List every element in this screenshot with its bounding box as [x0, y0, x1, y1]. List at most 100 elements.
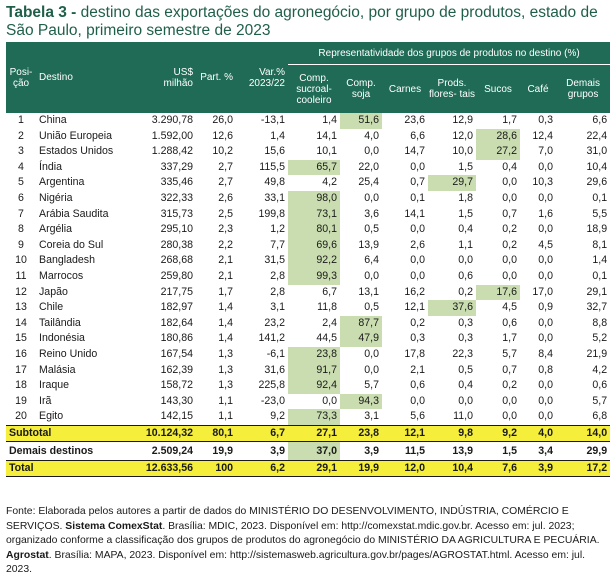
row-var: 49,8	[264, 176, 285, 189]
row-product-value: 13,9	[358, 238, 379, 251]
total-product-value: 7,6	[476, 459, 520, 477]
row-position: 12	[15, 285, 27, 298]
table-row: 14 Tailândia 182,64 1,4 23,2 2,4 87,7 0,2 0,3 0,6…	[6, 315, 610, 332]
row-product-value: 0,0	[502, 176, 517, 189]
demais-product-value: 3,4	[538, 444, 553, 457]
row-product-value: 29,7	[428, 175, 476, 191]
row-product-value: 73,3	[288, 409, 340, 426]
row-product-value: 29,6	[586, 176, 608, 189]
row-destination: Irã	[39, 394, 52, 407]
header-posicao: Posi- ção	[6, 42, 36, 113]
total-part: 100	[196, 459, 236, 477]
row-product-value: 2,1	[410, 363, 425, 376]
row-position: 16	[15, 347, 27, 360]
row-product-value: 0,5	[364, 301, 379, 314]
row-product-value: 44,5	[316, 332, 337, 345]
row-usd: 295,10	[160, 223, 193, 236]
row-product-value: 92,2	[288, 253, 340, 269]
row-product-value: 0,6	[592, 379, 608, 392]
row-product-value: 10,0	[452, 145, 473, 158]
table-row: 15 Indonésia 180,86 1,4 141,2 44,5 47,9 0,3 0,3 1…	[6, 331, 610, 347]
row-product-value: 51,6	[340, 113, 382, 129]
row-position: 6	[18, 191, 24, 204]
row-var: 1,4	[270, 129, 285, 142]
row-usd: 3.290,78	[151, 114, 193, 126]
row-product-value: 14,1	[404, 207, 425, 220]
row-product-value: 0,3	[458, 316, 473, 329]
total-usd: 12.633,56	[142, 459, 196, 477]
subtotal-product-value: 27,1	[288, 424, 340, 442]
table-row: 11 Marrocos 259,80 2,1 2,8 99,3 0,0 0,0 0,6 0,0 0,…	[6, 268, 610, 285]
row-product-value: 6,4	[364, 254, 379, 267]
table-row: 5 Argentina 335,46 2,7 49,8 4,2 25,4 0,7 29,7 0,0…	[6, 175, 610, 191]
row-destination: Índia	[39, 160, 62, 173]
row-product-value: 23,6	[404, 114, 425, 126]
row-product-value: 0,1	[410, 191, 425, 204]
row-part: 1,3	[218, 347, 233, 360]
row-product-value: 4,0	[364, 129, 379, 142]
row-product-value: 21,9	[586, 347, 608, 360]
row-product-value: 0,6	[502, 316, 517, 329]
table-row: 13 Chile 182,97 1,4 3,1 11,8 0,5 12,1 37,6 4,5 0,9…	[6, 300, 610, 316]
header-destino: Destino	[36, 42, 142, 113]
row-usd: 180,86	[160, 332, 193, 345]
row-product-value: 32,7	[586, 301, 608, 314]
row-product-value: 12,1	[404, 301, 425, 314]
table-row: 6 Nigéria 322,33 2,6 33,1 98,0 0,0 0,1 1,8 0,0 0,0…	[6, 190, 610, 207]
row-usd: 182,97	[160, 301, 193, 314]
subtotal-product-value: 9,2	[476, 424, 520, 442]
table-row: 19 Irã 143,30 1,1 -23,0 0,0 94,3 0,0 0,0 0,0 0,0 5,…	[6, 393, 610, 410]
row-product-value: 0,3	[410, 332, 425, 345]
row-product-value: 0,0	[322, 394, 337, 407]
row-usd: 167,54	[160, 347, 193, 360]
row-product-value: 17,8	[404, 347, 425, 360]
row-destination: Reino Unido	[39, 347, 98, 360]
table-row: 12 Japão 217,75 1,7 2,8 6,7 13,1 16,2 0,2 17,6 17,…	[6, 284, 610, 301]
table-row: 9 Coreia do Sul 280,38 2,2 7,7 69,6 13,9 2,6 1,1…	[6, 237, 610, 254]
row-product-value: 0,4	[458, 379, 473, 392]
table-row: 16 Reino Unido 167,54 1,3 -6,1 23,8 0,0 17,8 22,…	[6, 346, 610, 363]
table-row: 2 União Europeia 1.592,00 12,6 1,4 14,1 4,0 6,6…	[6, 128, 610, 145]
row-var: 2,8	[270, 285, 285, 298]
table-caption: destino das exportações do agronegócio, …	[6, 4, 598, 39]
table-row: 4 Índia 337,29 2,7 115,5 65,7 22,0 0,0 1,5 0,4 0,0…	[6, 159, 610, 176]
row-part: 12,6	[212, 129, 233, 142]
row-product-value: 0,0	[502, 191, 517, 204]
row-product-value: 22,0	[358, 160, 379, 173]
row-part: 2,1	[218, 254, 233, 267]
row-position: 8	[18, 223, 24, 236]
table-row: 10 Bangladesh 268,68 2,1 31,5 92,2 6,4 0,0 0,0 0,…	[6, 253, 610, 269]
demais-var: 3,9	[270, 444, 285, 457]
row-usd: 335,46	[160, 176, 193, 189]
table-row: 3 Estados Unidos 1.288,42 10,2 15,6 10,1 0,0 14…	[6, 144, 610, 160]
row-product-value: 47,9	[340, 331, 382, 347]
row-product-value: 1,4	[592, 254, 608, 267]
row-product-value: 0,5	[458, 363, 473, 376]
row-product-value: 31,0	[586, 145, 608, 158]
row-product-value: 5,7	[592, 394, 608, 407]
row-product-value: 10,1	[316, 145, 337, 158]
row-position: 20	[15, 410, 27, 423]
row-product-value: 0,0	[410, 223, 425, 236]
row-product-value: 0,0	[538, 160, 553, 173]
row-product-value: 11,0	[453, 410, 473, 423]
row-product-value: 28,6	[476, 128, 520, 145]
row-position: 7	[18, 207, 24, 220]
row-var: 1,2	[270, 223, 285, 236]
row-product-value: 0,0	[458, 254, 473, 267]
row-product-value: 91,7	[288, 362, 340, 379]
subtotal-product-value: 14,0	[556, 424, 611, 442]
row-var: 33,1	[264, 191, 285, 204]
row-product-value: 17,6	[476, 284, 520, 301]
row-product-value: 4,5	[538, 238, 553, 251]
row-product-value: 3,1	[364, 410, 379, 423]
row-product-value: 4,2	[322, 176, 337, 189]
subtotal-product-value: 23,8	[340, 424, 382, 442]
row-product-value: 69,6	[288, 237, 340, 254]
exports-table: Posi- ção Destino US$ milhão Part. % Var…	[6, 42, 611, 477]
row-product-value: 0,9	[538, 301, 553, 314]
row-usd: 1.288,42	[151, 145, 193, 158]
row-part: 1,3	[218, 379, 233, 392]
row-position: 10	[15, 254, 27, 267]
row-usd: 1.592,00	[151, 129, 193, 142]
